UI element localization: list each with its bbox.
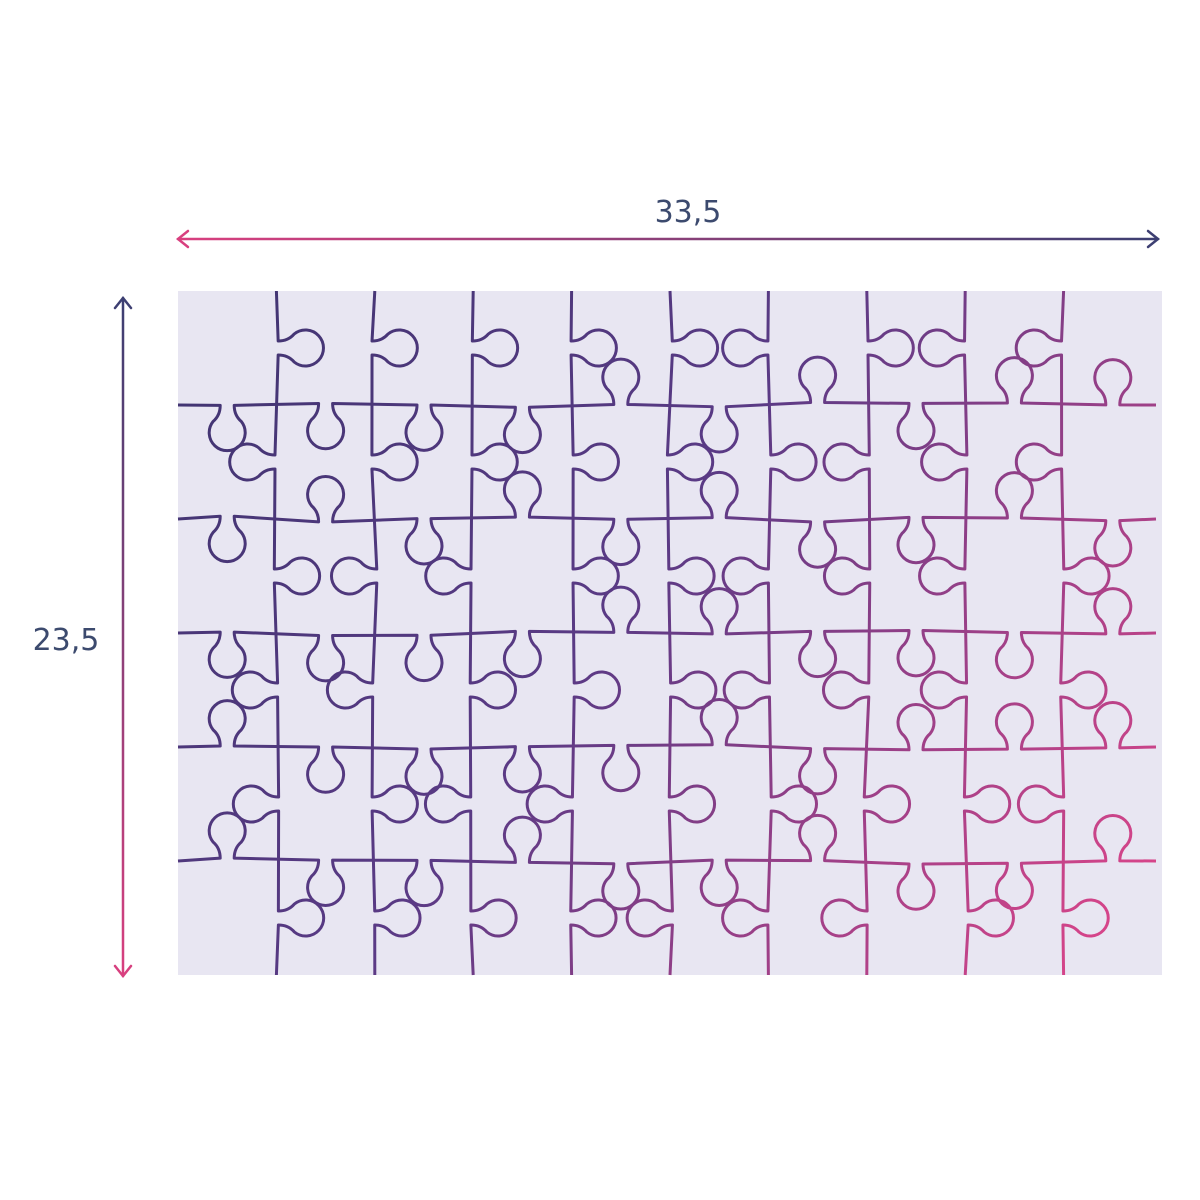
vertical-cut-line [721,290,818,976]
height-arrow [113,295,133,979]
vertical-cut-line [1014,290,1111,976]
vertical-cut-line [525,290,621,976]
height-label: 23,5 [33,623,100,658]
width-label: 33,5 [655,195,722,230]
horizontal-cut-line [177,470,1157,569]
width-arrow [175,229,1161,249]
vertical-cut-line [625,290,720,976]
vertical-cut-line [820,290,915,976]
vertical-cut-line [917,290,1015,976]
vertical-cut-line [228,290,326,976]
vertical-cut-line [423,290,520,976]
puzzle-piece-lines [177,290,1157,976]
vertical-cut-line [325,290,422,976]
